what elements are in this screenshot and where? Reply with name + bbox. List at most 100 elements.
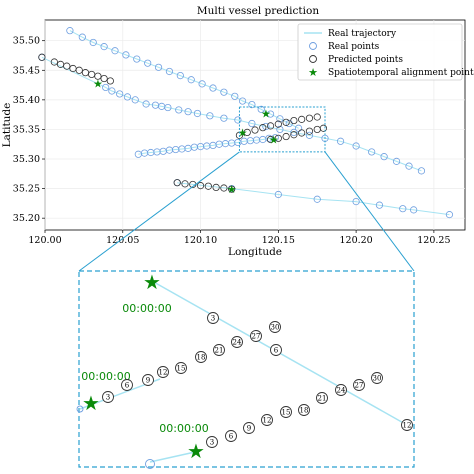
y-ticks: 35.20 35.25 35.30 35.35 35.40 35.45 35.50 [13, 36, 45, 224]
y-tick-label: 35.25 [13, 184, 40, 195]
real-point [410, 206, 418, 214]
chart-title: Multi vessel prediction [197, 5, 319, 17]
zoom-lower-label: 6 [229, 433, 234, 441]
x-tick-label: 120.20 [339, 235, 372, 246]
real-point [209, 84, 217, 92]
predicted-point [38, 53, 46, 61]
real-point [274, 190, 282, 199]
legend-predicted-points-swatch [309, 55, 317, 63]
predicted-point [290, 116, 298, 125]
real-point [175, 106, 183, 114]
alignment-point: ★ [93, 77, 103, 90]
real-point [238, 97, 247, 105]
real-point [352, 198, 360, 206]
real-point [144, 59, 152, 67]
legend-real-trajectory: Real trajectory [328, 29, 397, 39]
y-tick-label: 35.50 [13, 36, 40, 47]
real-point [352, 142, 360, 150]
predicted-point [228, 185, 236, 193]
x-tick-label: 120.25 [417, 235, 450, 246]
real-point [123, 93, 132, 101]
predicted-point [313, 113, 321, 121]
real-point [248, 119, 256, 128]
real-point [89, 38, 97, 47]
legend-alignment-point-swatch: ★ [308, 66, 318, 79]
zoom-time-label-3: 00:00:00 [159, 422, 208, 435]
zoom-lower-label: 3 [210, 439, 214, 447]
zoom-real-point [76, 405, 84, 413]
zoom-lower-label: 21 [318, 395, 327, 403]
predicted-point [274, 134, 282, 142]
zoom-lower-label: 18 [300, 407, 309, 415]
legend: Real trajectory Real points Predicted po… [297, 23, 474, 81]
real-point [102, 83, 110, 92]
legend-real-points-swatch [309, 42, 317, 50]
real-point [164, 103, 172, 112]
alignment-point: ★ [238, 126, 248, 139]
legend-real-points: Real points [328, 42, 380, 52]
zoom-middle-label: 12 [159, 369, 168, 377]
predicted-point [50, 58, 58, 66]
real-point [111, 47, 119, 55]
zoom-lower-label: 30 [373, 375, 382, 383]
predicted-point [94, 72, 102, 80]
zoom-middle-label: 6 [125, 382, 130, 390]
real-point [405, 162, 413, 170]
y-tick-label: 35.30 [13, 154, 40, 165]
x-ticks: 120.00 120.05 120.10 120.15 120.20 120.25 [28, 230, 451, 246]
real-point [154, 63, 163, 71]
y-tick-label: 35.35 [13, 124, 40, 135]
x-tick-label: 120.00 [28, 235, 61, 246]
real-point [78, 33, 86, 41]
real-trajectory-line [41, 56, 422, 172]
legend-alignment-point: Spatiotemporal alignment point [328, 68, 474, 78]
real-point [368, 148, 376, 156]
real-point [392, 157, 401, 165]
zoom-lower-track-points: 3 6 9 12 15 18 21 24 27 30 [206, 372, 383, 448]
real-point [131, 96, 139, 104]
y-tick-label: 35.40 [13, 95, 40, 106]
predicted-point [305, 127, 314, 135]
real-point [380, 153, 388, 161]
predicted-point [196, 182, 205, 190]
predicted-point [290, 131, 298, 139]
alignment-point: ★ [227, 183, 237, 196]
real-trajectory-line [177, 182, 450, 216]
predicted-point [63, 62, 71, 70]
real-point [122, 51, 130, 59]
real-point [66, 27, 74, 35]
x-tick-label: 120.05 [106, 235, 139, 246]
real-point [198, 80, 206, 88]
real-point [206, 112, 214, 120]
zoom-connector-right [324, 151, 415, 272]
zoom-lower-label: 12 [263, 417, 272, 425]
real-point [142, 100, 150, 108]
zoom-real-point [145, 459, 155, 469]
zoom-lower-label: 24 [337, 387, 346, 395]
zoom-source-box [238, 106, 326, 153]
real-point [133, 55, 141, 63]
real-point [184, 108, 192, 116]
predicted-point [173, 179, 181, 187]
real-point [276, 115, 284, 123]
predicted-point [204, 182, 212, 190]
predicted-point [243, 128, 251, 136]
real-point [266, 110, 275, 118]
zoom-lower-trajectory [149, 451, 196, 463]
zoom-upper-label: 27 [252, 333, 261, 341]
zoom-middle-label: 15 [177, 365, 186, 373]
predicted-point [274, 120, 282, 128]
zoom-connector-left [78, 151, 240, 272]
real-point [100, 43, 108, 51]
predicted-point [106, 77, 114, 85]
real-point [220, 88, 228, 96]
x-tick-label: 120.10 [184, 235, 217, 246]
predicted-point [212, 183, 220, 192]
real-point [248, 100, 256, 109]
zoom-inset-box [78, 270, 415, 468]
legend-predicted-points: Predicted points [328, 55, 403, 65]
real-point [375, 201, 384, 209]
predicted-point [282, 118, 290, 126]
real-trajectory-line [138, 137, 276, 155]
